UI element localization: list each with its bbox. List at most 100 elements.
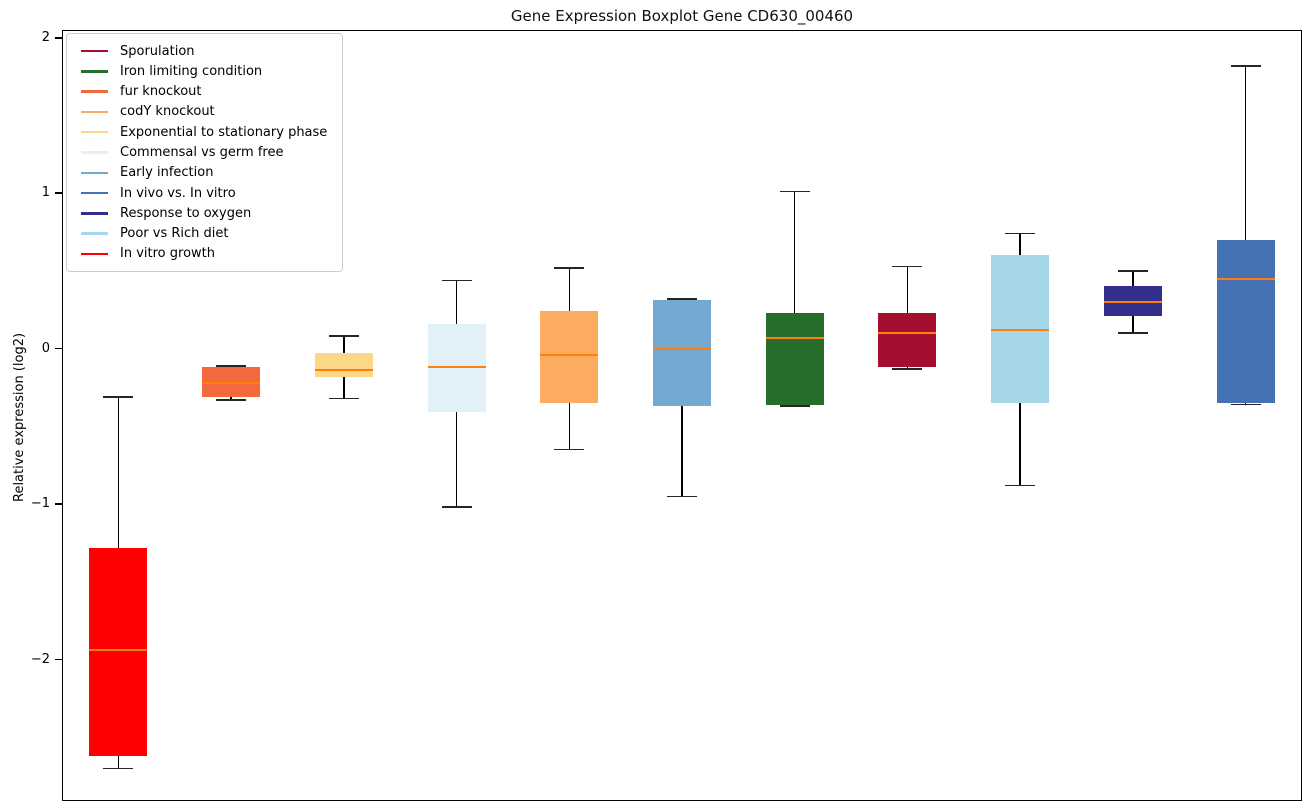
whisker-upper — [1132, 270, 1134, 287]
legend-item-label: Iron limiting condition — [120, 63, 263, 79]
legend-item-sporulation: Sporulation — [75, 41, 334, 61]
whisker-cap-upper — [216, 365, 247, 367]
legend-item-label: codY knockout — [120, 104, 215, 120]
legend-swatch — [81, 191, 108, 195]
legend-item-iron-limiting-condition: Iron limiting condition — [75, 61, 334, 81]
whisker-upper — [793, 191, 796, 313]
whisker-upper — [568, 267, 571, 312]
whisker-cap-upper — [441, 279, 472, 281]
median-line — [1103, 301, 1162, 304]
legend-swatch — [81, 90, 108, 93]
legend-item-cody-knockout: codY knockout — [75, 102, 334, 122]
whisker-cap-lower — [892, 368, 923, 370]
whisker-lower — [1244, 403, 1247, 405]
legend-swatch — [81, 110, 108, 114]
box-rect — [1216, 239, 1275, 404]
median-line — [540, 353, 599, 356]
legend-swatch — [81, 232, 108, 235]
legend-item-fur-knockout: fur knockout — [75, 82, 334, 102]
box-rect — [89, 547, 148, 756]
legend-item-exponential-to-stationary-phase: Exponential to stationary phase — [75, 122, 334, 142]
whisker-lower — [681, 406, 683, 497]
legend-item-label: Exponential to stationary phase — [120, 124, 328, 140]
whisker-cap-lower — [441, 506, 472, 508]
legend-item-in-vitro-growth: In vitro growth — [75, 244, 334, 264]
whisker-lower — [343, 376, 345, 399]
median-line — [878, 332, 937, 335]
y-tick-label: −2 — [30, 651, 50, 667]
whisker-cap-lower — [1117, 332, 1148, 334]
whisker-lower — [906, 367, 909, 369]
whisker-lower — [455, 412, 458, 508]
whisker-cap-lower — [554, 448, 585, 451]
y-tick-label: 2 — [41, 29, 50, 45]
whisker-upper — [455, 280, 458, 324]
legend-swatch — [81, 70, 108, 73]
legend-swatch — [81, 130, 108, 134]
y-axis-label: Relative expression (log2) — [12, 332, 27, 502]
legend-item-label: Sporulation — [120, 43, 195, 59]
whisker-cap-lower — [667, 495, 697, 498]
legend-item-early-infection: Early infection — [75, 163, 334, 183]
whisker-upper — [343, 336, 345, 354]
median-line — [427, 366, 486, 369]
box-rect — [653, 300, 711, 407]
whisker-cap-lower — [1005, 484, 1036, 487]
whisker-upper — [906, 266, 909, 313]
legend-item-label: Poor vs Rich diet — [120, 226, 229, 242]
legend-item-label: In vivo vs. In vitro — [120, 185, 236, 201]
whisker-cap-lower — [779, 405, 810, 407]
y-tick-mark — [55, 347, 62, 350]
median-line — [1216, 277, 1275, 280]
y-tick-label: 1 — [41, 185, 50, 201]
y-tick-mark — [55, 37, 62, 39]
legend-item-label: fur knockout — [120, 84, 202, 100]
legend-item-label: Commensal vs germ free — [120, 144, 284, 160]
whisker-upper — [1019, 233, 1021, 256]
median-line — [89, 649, 148, 652]
legend-box: Sporulation Iron limiting condition fur kn… — [66, 33, 343, 272]
whisker-cap-upper — [103, 396, 134, 398]
y-tick-label: 0 — [41, 340, 50, 356]
whisker-cap-upper — [1230, 65, 1261, 67]
whisker-lower — [230, 396, 232, 400]
whisker-upper — [230, 365, 232, 368]
whisker-cap-upper — [328, 335, 359, 337]
legend-swatch — [81, 151, 108, 154]
whisker-cap-lower — [1230, 403, 1261, 406]
legend-swatch — [81, 49, 108, 53]
chart-title: Gene Expression Boxplot Gene CD630_00460 — [510, 7, 854, 25]
y-tick-mark — [55, 503, 62, 505]
legend-swatch — [81, 252, 108, 256]
whisker-upper — [117, 396, 120, 548]
whisker-cap-upper — [1005, 232, 1036, 235]
median-line — [202, 381, 261, 384]
y-tick-label: −1 — [30, 496, 50, 512]
whisker-cap-lower — [103, 767, 134, 770]
legend-item-response-to-oxygen: Response to oxygen — [75, 203, 334, 223]
box-rect — [314, 353, 373, 377]
legend-item-label: In vitro growth — [120, 246, 215, 262]
whisker-cap-lower — [216, 399, 247, 401]
legend-item-label: Response to oxygen — [120, 205, 252, 221]
whisker-lower — [568, 403, 571, 450]
whisker-lower — [117, 755, 120, 769]
legend-item-label: Early infection — [120, 165, 214, 181]
y-tick-mark — [55, 658, 62, 661]
whisker-lower — [793, 404, 796, 407]
box-rect — [878, 312, 937, 368]
median-line — [314, 369, 373, 372]
box-rect — [540, 311, 599, 404]
whisker-lower — [1132, 316, 1134, 334]
legend-swatch — [81, 171, 108, 175]
legend-item-commensal-vs-germ-free: Commensal vs germ free — [75, 142, 334, 162]
whisker-cap-upper — [667, 298, 697, 300]
whisker-cap-upper — [1117, 270, 1148, 272]
whisker-lower — [1019, 403, 1021, 486]
whisker-upper — [1244, 65, 1247, 240]
whisker-cap-upper — [892, 265, 923, 268]
box-rect — [765, 312, 824, 405]
legend-item-poor-vs-rich-diet: Poor vs Rich diet — [75, 224, 334, 244]
whisker-cap-upper — [554, 267, 585, 269]
